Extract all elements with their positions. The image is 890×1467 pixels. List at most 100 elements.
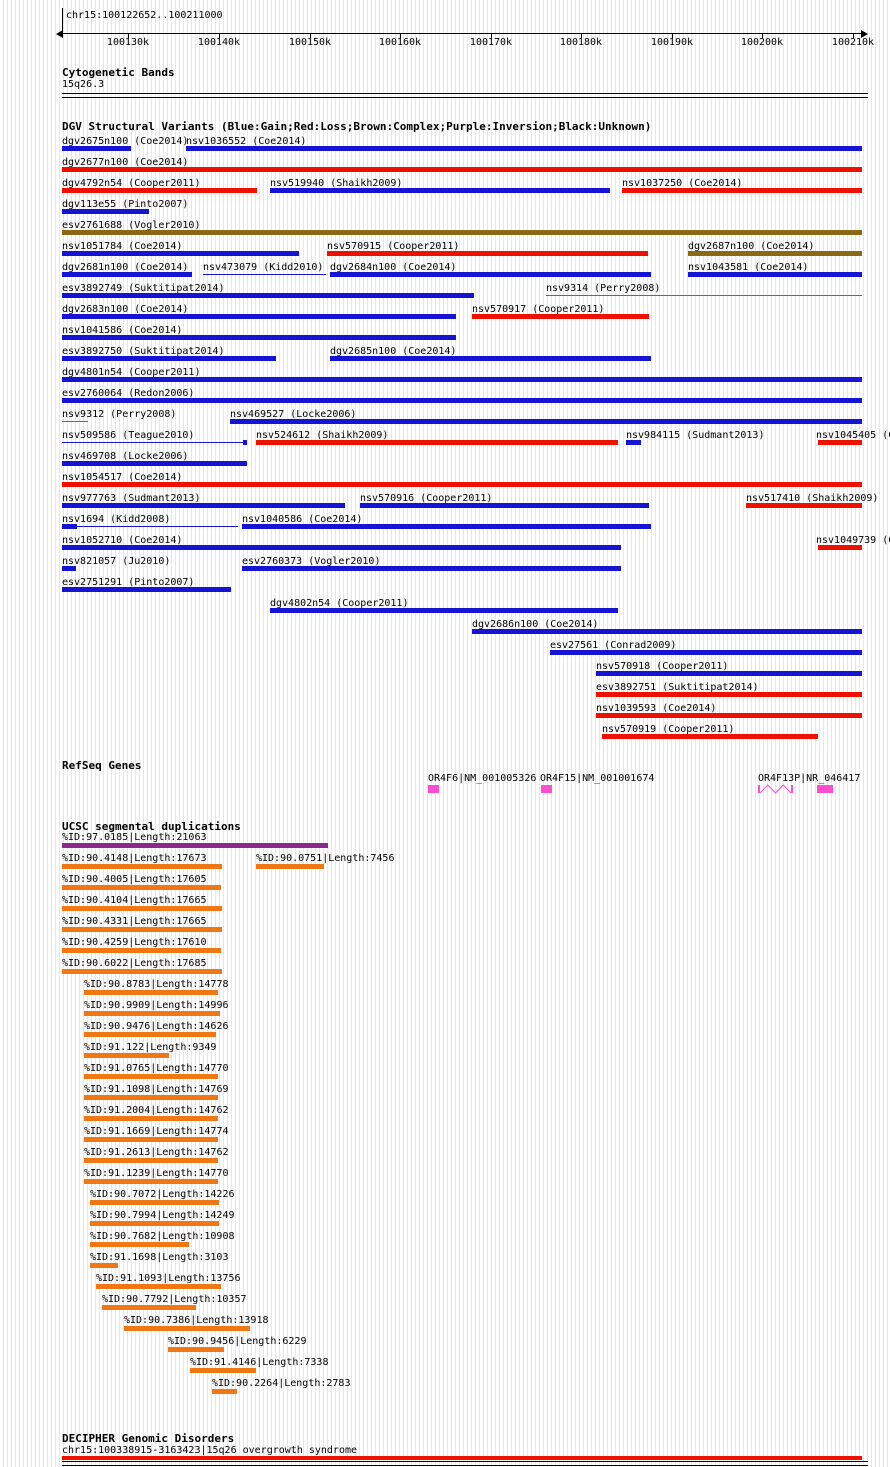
variant-label[interactable]: nsv509586 (Teague2010) <box>62 430 195 441</box>
segdup-label[interactable]: %ID:90.2264|Length:2783 <box>212 1378 351 1389</box>
segdup-bar[interactable] <box>168 1347 224 1352</box>
variant-label[interactable]: nsv469708 (Locke2006) <box>62 451 189 462</box>
variant-label[interactable]: dgv4792n54 (Cooper2011) <box>62 178 201 189</box>
variant-bar[interactable] <box>186 146 862 151</box>
segdup-bar[interactable] <box>124 1326 250 1331</box>
segdup-label[interactable]: %ID:90.6022|Length:17685 <box>62 958 207 969</box>
variant-label[interactable]: nsv1043581 (Coe2014) <box>688 262 809 273</box>
segdup-label[interactable]: %ID:91.122|Length:9349 <box>84 1042 217 1053</box>
variant-bar[interactable] <box>62 377 862 382</box>
variant-bar[interactable] <box>596 692 862 697</box>
cytoband-label[interactable]: 15q26.3 <box>62 79 105 90</box>
variant-line[interactable] <box>62 421 88 422</box>
segdup-bar[interactable] <box>84 1116 218 1121</box>
segdup-bar[interactable] <box>84 1137 218 1142</box>
variant-label[interactable]: nsv9314 (Perry2008) <box>546 283 661 294</box>
variant-bar[interactable] <box>62 272 192 277</box>
variant-bar[interactable] <box>622 188 862 193</box>
variant-label[interactable]: nsv469527 (Locke2006) <box>230 409 357 420</box>
segdup-bar[interactable] <box>62 864 222 869</box>
segdup-label[interactable]: %ID:91.4146|Length:7338 <box>190 1357 329 1368</box>
segdup-label[interactable]: %ID:90.7386|Length:13918 <box>124 1315 269 1326</box>
variant-bar[interactable] <box>360 503 649 508</box>
variant-bar[interactable] <box>62 230 862 235</box>
segdup-label[interactable]: %ID:91.1098|Length:14769 <box>84 1084 229 1095</box>
segdup-bar[interactable] <box>256 864 324 869</box>
segdup-bar[interactable] <box>84 990 218 995</box>
variant-label[interactable]: dgv2686n100 (Coe2014) <box>472 619 599 630</box>
variant-bar[interactable] <box>688 251 862 256</box>
variant-bar[interactable] <box>818 545 862 550</box>
variant-bar[interactable] <box>62 566 76 571</box>
variant-label[interactable]: nsv984115 (Sudmant2013) <box>626 430 765 441</box>
segdup-label[interactable]: %ID:90.4104|Length:17665 <box>62 895 207 906</box>
decipher-bar[interactable] <box>62 1456 862 1460</box>
variant-label[interactable]: esv3892749 (Suktitipat2014) <box>62 283 225 294</box>
variant-bar[interactable] <box>62 146 131 151</box>
segdup-bar[interactable] <box>96 1284 221 1289</box>
variant-bar[interactable] <box>62 209 149 214</box>
segdup-bar[interactable] <box>102 1305 196 1310</box>
segdup-bar[interactable] <box>90 1200 219 1205</box>
variant-label[interactable]: dgv2677n100 (Coe2014) <box>62 157 189 168</box>
segdup-bar[interactable] <box>84 1053 169 1058</box>
variant-bar[interactable] <box>62 461 247 466</box>
variant-bar[interactable] <box>62 167 862 172</box>
variant-label[interactable]: esv2760064 (Redon2006) <box>62 388 195 399</box>
variant-label[interactable]: dgv2685n100 (Coe2014) <box>330 346 457 357</box>
variant-label[interactable]: nsv1052710 (Coe2014) <box>62 535 183 546</box>
variant-bar[interactable] <box>472 629 862 634</box>
variant-bar[interactable] <box>256 440 618 445</box>
segdup-label[interactable]: %ID:90.4148|Length:17673 <box>62 853 207 864</box>
variant-bar[interactable] <box>230 419 862 424</box>
variant-bar[interactable] <box>330 356 651 361</box>
variant-bar[interactable] <box>62 293 474 298</box>
segdup-label[interactable]: %ID:91.1239|Length:14770 <box>84 1168 229 1179</box>
variant-label[interactable]: nsv977763 (Sudmant2013) <box>62 493 201 504</box>
variant-bar[interactable] <box>62 251 299 256</box>
segdup-bar[interactable] <box>84 1095 218 1100</box>
gene-exon[interactable] <box>541 785 552 793</box>
variant-bar[interactable] <box>243 440 247 445</box>
variant-bar[interactable] <box>270 188 610 193</box>
variant-label[interactable]: nsv9312 (Perry2008) <box>62 409 177 420</box>
segdup-label[interactable]: %ID:90.9476|Length:14626 <box>84 1021 229 1032</box>
segdup-bar[interactable] <box>84 1158 218 1163</box>
variant-label[interactable]: nsv1041586 (Coe2014) <box>62 325 183 336</box>
variant-bar[interactable] <box>242 566 621 571</box>
variant-label[interactable]: nsv1049739 (C <box>816 535 890 546</box>
segdup-label[interactable]: %ID:91.1698|Length:3103 <box>90 1252 229 1263</box>
variant-label[interactable]: dgv2675n100 (Coe2014) <box>62 136 189 147</box>
segdup-bar[interactable] <box>62 885 221 890</box>
variant-label[interactable]: nsv570918 (Cooper2011) <box>596 661 729 672</box>
variant-label[interactable]: esv2760373 (Vogler2010) <box>242 556 381 567</box>
variant-bar[interactable] <box>596 671 862 676</box>
variant-label[interactable]: nsv1037250 (Coe2014) <box>622 178 743 189</box>
variant-label[interactable]: nsv570916 (Cooper2011) <box>360 493 493 504</box>
variant-label[interactable]: dgv113e55 (Pinto2007) <box>62 199 189 210</box>
variant-label[interactable]: nsv519940 (Shaikh2009) <box>270 178 403 189</box>
variant-bar[interactable] <box>596 713 862 718</box>
segdup-bar[interactable] <box>62 948 221 953</box>
gene-exon[interactable] <box>791 785 793 793</box>
variant-label[interactable]: dgv2684n100 (Coe2014) <box>330 262 457 273</box>
variant-label[interactable]: nsv524612 (Shaikh2009) <box>256 430 389 441</box>
variant-bar[interactable] <box>62 482 862 487</box>
variant-label[interactable]: nsv473079 (Kidd2010) <box>203 262 324 273</box>
segdup-bar[interactable] <box>62 969 222 974</box>
variant-bar[interactable] <box>62 398 862 403</box>
variant-bar[interactable] <box>62 545 621 550</box>
variant-label[interactable]: dgv4802n54 (Cooper2011) <box>270 598 409 609</box>
segdup-label[interactable]: %ID:90.7792|Length:10357 <box>102 1294 247 1305</box>
gene-exon[interactable] <box>758 785 760 793</box>
segdup-label[interactable]: %ID:90.7072|Length:14226 <box>90 1189 235 1200</box>
variant-line[interactable] <box>546 295 862 296</box>
variant-label[interactable]: nsv1039593 (Coe2014) <box>596 703 717 714</box>
variant-label[interactable]: esv3892751 (Suktitipat2014) <box>596 682 759 693</box>
variant-bar[interactable] <box>62 188 257 193</box>
segdup-label[interactable]: %ID:90.9456|Length:6229 <box>168 1336 307 1347</box>
segdup-label[interactable]: %ID:90.4005|Length:17605 <box>62 874 207 885</box>
variant-label[interactable]: nsv1051784 (Coe2014) <box>62 241 183 252</box>
segdup-label[interactable]: %ID:90.7994|Length:14249 <box>90 1210 235 1221</box>
variant-bar[interactable] <box>472 314 649 319</box>
